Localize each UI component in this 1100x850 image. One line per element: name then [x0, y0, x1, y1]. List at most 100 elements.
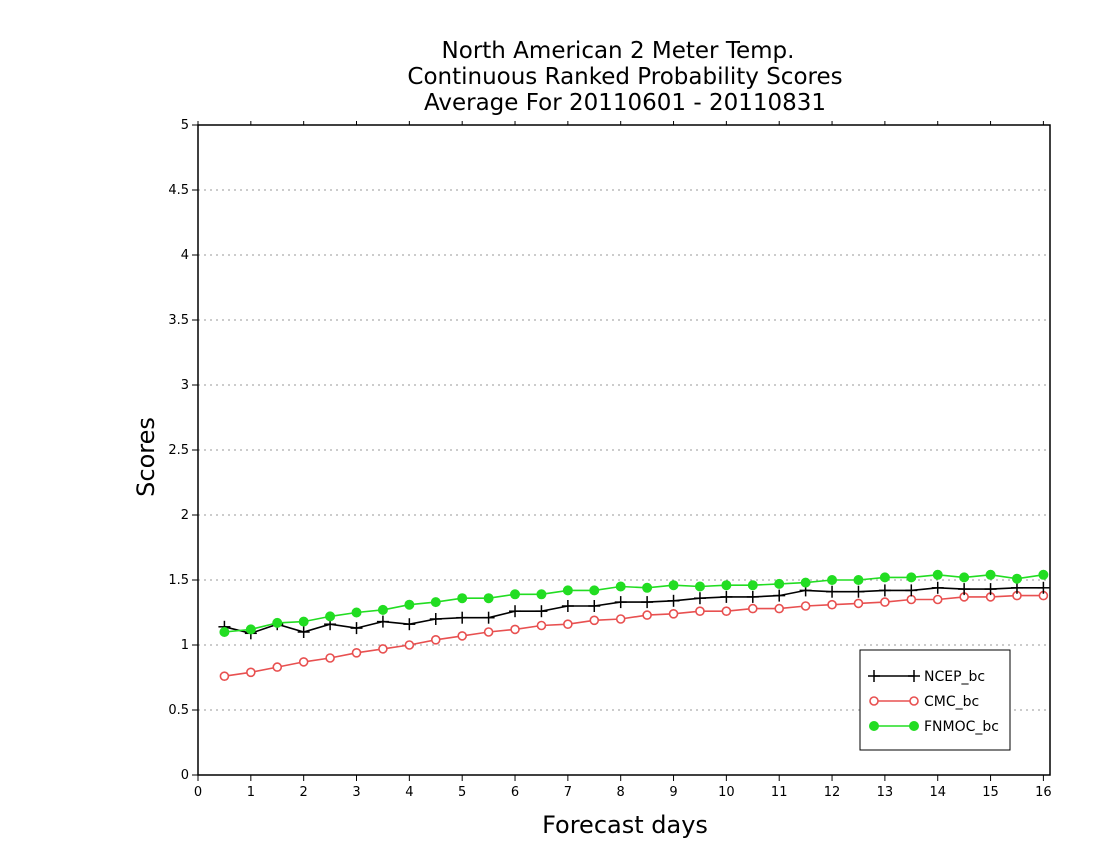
y-tick-label: 2.5 — [168, 443, 189, 458]
data-point-fnmoc-bc — [536, 589, 547, 600]
data-point-cmc-bc — [219, 671, 230, 682]
data-point-cmc-bc — [932, 594, 943, 605]
y-tick-label: 1 — [181, 638, 189, 653]
data-point-fnmoc-bc — [589, 585, 600, 596]
x-tick-label: 6 — [511, 785, 519, 800]
data-point-fnmoc-bc — [562, 585, 573, 596]
data-point-fnmoc-bc — [1011, 573, 1022, 584]
data-point-ncep-bc — [878, 584, 891, 597]
x-tick-label: 16 — [1035, 785, 1052, 800]
data-point-cmc-bc — [695, 606, 705, 617]
x-tick-label: 1 — [247, 785, 255, 800]
data-point-cmc-bc — [747, 603, 758, 614]
x-tick-label: 15 — [982, 785, 999, 800]
data-point-fnmoc-bc — [483, 593, 494, 604]
series-cmc-bc — [219, 590, 1049, 682]
chart-title-line-3: Average For 20110601 - 20110831 — [424, 90, 826, 116]
y-axis-label: Scores — [132, 417, 160, 497]
data-point-ncep-bc — [403, 618, 416, 631]
data-point-cmc-bc — [351, 647, 362, 658]
legend-swatch-marker — [869, 721, 879, 731]
data-point-cmc-bc — [325, 653, 335, 663]
data-point-cmc-bc — [510, 624, 520, 635]
data-point-fnmoc-bc — [959, 572, 970, 583]
data-point-cmc-bc — [774, 603, 785, 614]
data-point-fnmoc-bc — [457, 593, 468, 604]
data-point-cmc-bc — [246, 667, 256, 678]
data-point-cmc-bc — [800, 601, 811, 611]
data-point-fnmoc-bc — [219, 627, 230, 637]
data-point-ncep-bc — [1037, 581, 1050, 594]
data-point-fnmoc-bc — [351, 607, 362, 618]
data-point-fnmoc-bc — [985, 569, 996, 580]
data-point-cmc-bc — [906, 594, 917, 605]
data-point-ncep-bc — [297, 626, 310, 638]
data-point-ncep-bc — [905, 584, 918, 597]
data-point-ncep-bc — [720, 590, 733, 603]
data-point-fnmoc-bc — [615, 581, 626, 592]
data-point-ncep-bc — [509, 605, 522, 618]
data-point-ncep-bc — [535, 605, 548, 618]
x-tick-label: 3 — [352, 785, 360, 800]
data-point-ncep-bc — [931, 581, 944, 594]
data-point-ncep-bc — [588, 600, 601, 612]
data-point-ncep-bc — [561, 600, 574, 612]
data-point-fnmoc-bc — [1038, 569, 1049, 580]
y-tick-label: 3 — [181, 378, 189, 393]
series-fnmoc-bc — [219, 569, 1049, 637]
data-point-fnmoc-bc — [298, 616, 309, 627]
legend-swatch-marker — [908, 670, 920, 682]
x-tick-label: 12 — [824, 785, 841, 800]
data-point-cmc-bc — [589, 615, 600, 626]
legend: NCEP_bc CMC_bc FNMOC_bc — [859, 649, 1011, 751]
data-point-ncep-bc — [667, 594, 680, 607]
data-point-ncep-bc — [958, 583, 971, 596]
data-point-ncep-bc — [773, 589, 786, 602]
data-point-cmc-bc — [615, 614, 626, 624]
y-tick-label: 4 — [181, 248, 189, 263]
data-point-cmc-bc — [536, 620, 547, 631]
plot-frame — [197, 124, 1051, 776]
data-point-ncep-bc — [350, 622, 363, 635]
data-point-fnmoc-bc — [774, 578, 785, 589]
x-tick-label: 14 — [929, 785, 946, 800]
series-ncep-bc — [218, 581, 1050, 640]
x-axis-label: Forecast days — [542, 811, 708, 839]
legend-item-ncep-bc: NCEP_bc — [868, 669, 985, 685]
data-point-ncep-bc — [693, 592, 706, 605]
x-tick-label: 8 — [617, 785, 625, 800]
data-point-fnmoc-bc — [932, 569, 943, 580]
data-point-fnmoc-bc — [747, 580, 758, 591]
data-point-ncep-bc — [482, 611, 495, 624]
data-point-cmc-bc — [827, 599, 837, 610]
data-point-fnmoc-bc — [642, 582, 653, 593]
data-point-ncep-bc — [984, 583, 997, 596]
data-point-fnmoc-bc — [668, 580, 679, 591]
data-point-fnmoc-bc — [404, 599, 415, 610]
y-tick-label: 0 — [181, 768, 189, 783]
data-point-cmc-bc — [298, 657, 309, 667]
data-point-cmc-bc — [404, 640, 415, 650]
legend-item-cmc-bc: CMC_bc — [869, 694, 979, 710]
legend-swatch-marker — [868, 670, 880, 682]
series-line-ncep-bc — [224, 586, 1044, 635]
data-point-ncep-bc — [746, 590, 759, 603]
x-tick-label: 9 — [669, 785, 677, 800]
legend-label: CMC_bc — [924, 694, 979, 710]
x-tick-label: 4 — [405, 785, 413, 800]
data-point-cmc-bc — [880, 597, 890, 607]
chart-title: North American 2 Meter Temp. Continuous … — [407, 38, 842, 116]
data-point-cmc-bc — [853, 598, 864, 609]
x-tick-label: 10 — [718, 785, 735, 800]
data-point-fnmoc-bc — [694, 581, 705, 592]
data-point-cmc-bc — [378, 644, 388, 654]
data-point-cmc-bc — [721, 606, 732, 617]
gridlines — [198, 189, 1050, 711]
data-point-cmc-bc — [430, 634, 441, 645]
data-point-ncep-bc — [852, 585, 865, 598]
data-point-cmc-bc — [272, 662, 283, 672]
series — [218, 569, 1050, 682]
y-tick-label: 5 — [181, 118, 189, 133]
chart-title-line-1: North American 2 Meter Temp. — [442, 38, 795, 64]
